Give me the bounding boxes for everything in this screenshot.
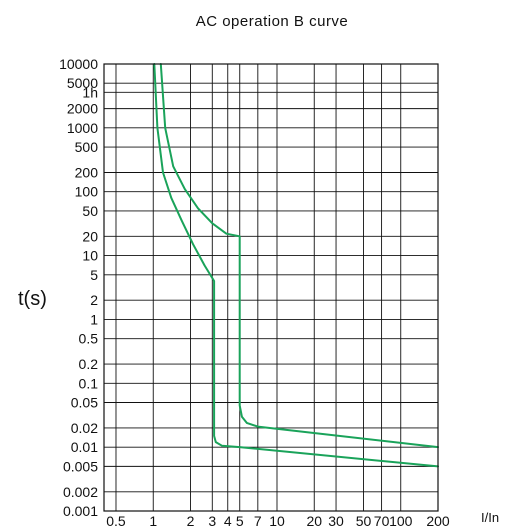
y-tick-label-15: 0.2 <box>79 356 99 372</box>
x-tick-label-12: 100 <box>389 513 413 529</box>
y-tick-label-17: 0.05 <box>71 395 98 411</box>
x-tick-label-0: 0.5 <box>106 513 126 529</box>
x-tick-label-8: 20 <box>306 513 322 529</box>
y-tick-label-2: 1h <box>82 84 98 100</box>
y-tick-label-18: 0.02 <box>71 420 98 436</box>
x-tick-label-4: 4 <box>224 513 232 529</box>
y-tick-label-12: 2 <box>90 292 98 308</box>
x-tick-labels: 0.5 1 2 3 4 5 7 10 20 30 50 70 100 200 <box>106 513 450 529</box>
trip-curve-2 <box>159 63 439 449</box>
grid <box>104 63 439 512</box>
y-tick-label-10: 10 <box>82 248 98 264</box>
trip-curve-1 <box>153 63 439 468</box>
y-tick-label-13: 1 <box>90 311 98 327</box>
y-tick-label-6: 200 <box>75 164 99 180</box>
y-tick-label-5: 500 <box>75 139 99 155</box>
y-tick-label-22: 0.001 <box>63 503 98 519</box>
y-tick-label-19: 0.01 <box>71 439 98 455</box>
y-tick-label-1: 5000 <box>67 75 98 91</box>
y-tick-label-9: 20 <box>82 228 98 244</box>
y-tick-label-21: 0.002 <box>63 484 98 500</box>
x-axis-label: I/In <box>481 510 499 525</box>
x-tick-label-10: 50 <box>356 513 372 529</box>
y-tick-label-14: 0.5 <box>79 331 99 347</box>
x-tick-label-6: 7 <box>254 513 262 529</box>
y-tick-label-4: 1000 <box>67 120 98 136</box>
x-tick-label-11: 70 <box>374 513 390 529</box>
y-tick-label-20: 0.005 <box>63 458 98 474</box>
x-tick-label-5: 5 <box>236 513 244 529</box>
x-tick-label-13: 200 <box>426 513 450 529</box>
y-tick-label-8: 50 <box>82 203 98 219</box>
x-tick-label-1: 1 <box>149 513 157 529</box>
trip-curves <box>153 63 439 468</box>
chart-title: AC operation B curve <box>196 13 349 30</box>
x-tick-label-3: 3 <box>208 513 216 529</box>
y-tick-label-3: 2000 <box>67 101 98 117</box>
y-axis-label: t(s) <box>18 288 47 310</box>
plot-frame <box>103 63 439 512</box>
y-tick-label-0: 10000 <box>59 56 98 72</box>
x-tick-label-2: 2 <box>187 513 195 529</box>
x-tick-label-7: 10 <box>269 513 285 529</box>
y-tick-label-16: 0.1 <box>79 375 99 391</box>
x-tick-label-9: 30 <box>328 513 344 529</box>
y-tick-label-7: 100 <box>75 184 99 200</box>
y-tick-label-11: 5 <box>90 267 98 283</box>
